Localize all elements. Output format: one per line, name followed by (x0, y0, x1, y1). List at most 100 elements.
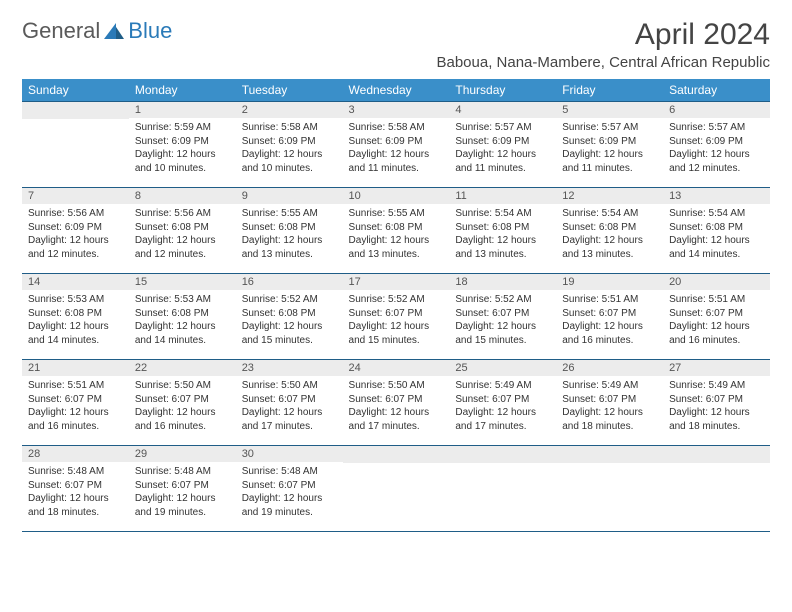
day-number: 11 (449, 187, 556, 204)
dayhead-wed: Wednesday (343, 79, 450, 101)
day-number: 30 (236, 445, 343, 462)
calendar-cell (22, 101, 129, 187)
calendar-cell (556, 445, 663, 531)
daylight-line: Daylight: 12 hours and 18 minutes. (669, 406, 764, 433)
dayhead-thu: Thursday (449, 79, 556, 101)
sunrise-line: Sunrise: 5:52 AM (242, 293, 337, 307)
sunrise-line: Sunrise: 5:51 AM (28, 379, 123, 393)
daylight-line: Daylight: 12 hours and 16 minutes. (562, 320, 657, 347)
day-details: Sunrise: 5:56 AMSunset: 6:09 PMDaylight:… (22, 204, 129, 267)
sunrise-line: Sunrise: 5:58 AM (242, 121, 337, 135)
sunset-line: Sunset: 6:09 PM (28, 221, 123, 235)
sunrise-line: Sunrise: 5:51 AM (669, 293, 764, 307)
location-subtitle: Baboua, Nana-Mambere, Central African Re… (436, 54, 770, 71)
day-details: Sunrise: 5:58 AMSunset: 6:09 PMDaylight:… (343, 118, 450, 181)
daylight-line: Daylight: 12 hours and 13 minutes. (455, 234, 550, 261)
day-details: Sunrise: 5:59 AMSunset: 6:09 PMDaylight:… (129, 118, 236, 181)
sunrise-line: Sunrise: 5:49 AM (669, 379, 764, 393)
day-number: 15 (129, 273, 236, 290)
day-number: 17 (343, 273, 450, 290)
day-number: 19 (556, 273, 663, 290)
sunset-line: Sunset: 6:08 PM (28, 307, 123, 321)
sunset-line: Sunset: 6:07 PM (455, 393, 550, 407)
sunset-line: Sunset: 6:08 PM (669, 221, 764, 235)
calendar-cell (663, 445, 770, 531)
day-details: Sunrise: 5:52 AMSunset: 6:07 PMDaylight:… (343, 290, 450, 353)
day-details: Sunrise: 5:49 AMSunset: 6:07 PMDaylight:… (663, 376, 770, 439)
calendar-cell: 26Sunrise: 5:49 AMSunset: 6:07 PMDayligh… (556, 359, 663, 445)
triangle-icon (102, 21, 126, 41)
calendar-cell: 15Sunrise: 5:53 AMSunset: 6:08 PMDayligh… (129, 273, 236, 359)
calendar-cell: 7Sunrise: 5:56 AMSunset: 6:09 PMDaylight… (22, 187, 129, 273)
day-number: 2 (236, 101, 343, 118)
sunrise-line: Sunrise: 5:54 AM (669, 207, 764, 221)
calendar-cell: 21Sunrise: 5:51 AMSunset: 6:07 PMDayligh… (22, 359, 129, 445)
daylight-line: Daylight: 12 hours and 11 minutes. (349, 148, 444, 175)
logo-text-a: General (22, 18, 100, 44)
day-number: 13 (663, 187, 770, 204)
calendar-cell: 9Sunrise: 5:55 AMSunset: 6:08 PMDaylight… (236, 187, 343, 273)
day-header-row: Sunday Monday Tuesday Wednesday Thursday… (22, 79, 770, 101)
sunrise-line: Sunrise: 5:50 AM (349, 379, 444, 393)
day-number: 4 (449, 101, 556, 118)
sunrise-line: Sunrise: 5:51 AM (562, 293, 657, 307)
daylight-line: Daylight: 12 hours and 10 minutes. (242, 148, 337, 175)
sunset-line: Sunset: 6:09 PM (562, 135, 657, 149)
daylight-line: Daylight: 12 hours and 16 minutes. (669, 320, 764, 347)
daylight-line: Daylight: 12 hours and 14 minutes. (669, 234, 764, 261)
daynum-bar-empty (663, 445, 770, 463)
daylight-line: Daylight: 12 hours and 13 minutes. (242, 234, 337, 261)
calendar-table: Sunday Monday Tuesday Wednesday Thursday… (22, 79, 770, 532)
calendar-cell: 23Sunrise: 5:50 AMSunset: 6:07 PMDayligh… (236, 359, 343, 445)
day-details: Sunrise: 5:53 AMSunset: 6:08 PMDaylight:… (129, 290, 236, 353)
day-details: Sunrise: 5:51 AMSunset: 6:07 PMDaylight:… (663, 290, 770, 353)
calendar-cell: 30Sunrise: 5:48 AMSunset: 6:07 PMDayligh… (236, 445, 343, 531)
daylight-line: Daylight: 12 hours and 17 minutes. (455, 406, 550, 433)
calendar-cell: 29Sunrise: 5:48 AMSunset: 6:07 PMDayligh… (129, 445, 236, 531)
daynum-bar-empty (556, 445, 663, 463)
day-details: Sunrise: 5:50 AMSunset: 6:07 PMDaylight:… (236, 376, 343, 439)
sunset-line: Sunset: 6:07 PM (135, 393, 230, 407)
sunset-line: Sunset: 6:07 PM (349, 393, 444, 407)
daylight-line: Daylight: 12 hours and 10 minutes. (135, 148, 230, 175)
day-details: Sunrise: 5:57 AMSunset: 6:09 PMDaylight:… (663, 118, 770, 181)
day-details: Sunrise: 5:51 AMSunset: 6:07 PMDaylight:… (22, 376, 129, 439)
week-row: 14Sunrise: 5:53 AMSunset: 6:08 PMDayligh… (22, 273, 770, 359)
daylight-line: Daylight: 12 hours and 15 minutes. (349, 320, 444, 347)
sunset-line: Sunset: 6:09 PM (669, 135, 764, 149)
day-details: Sunrise: 5:48 AMSunset: 6:07 PMDaylight:… (22, 462, 129, 525)
calendar-cell (343, 445, 450, 531)
week-row: 1Sunrise: 5:59 AMSunset: 6:09 PMDaylight… (22, 101, 770, 187)
daylight-line: Daylight: 12 hours and 15 minutes. (242, 320, 337, 347)
sunset-line: Sunset: 6:08 PM (242, 221, 337, 235)
day-number: 10 (343, 187, 450, 204)
sunrise-line: Sunrise: 5:55 AM (349, 207, 444, 221)
header: General Blue April 2024 Baboua, Nana-Mam… (22, 18, 770, 71)
day-number: 27 (663, 359, 770, 376)
dayhead-tue: Tuesday (236, 79, 343, 101)
day-details: Sunrise: 5:55 AMSunset: 6:08 PMDaylight:… (236, 204, 343, 267)
calendar-cell: 24Sunrise: 5:50 AMSunset: 6:07 PMDayligh… (343, 359, 450, 445)
sunrise-line: Sunrise: 5:57 AM (669, 121, 764, 135)
daylight-line: Daylight: 12 hours and 13 minutes. (349, 234, 444, 261)
sunset-line: Sunset: 6:09 PM (135, 135, 230, 149)
sunrise-line: Sunrise: 5:48 AM (242, 465, 337, 479)
day-number: 26 (556, 359, 663, 376)
calendar-body: 1Sunrise: 5:59 AMSunset: 6:09 PMDaylight… (22, 101, 770, 531)
day-number: 24 (343, 359, 450, 376)
sunset-line: Sunset: 6:07 PM (28, 479, 123, 493)
dayhead-sun: Sunday (22, 79, 129, 101)
sunrise-line: Sunrise: 5:52 AM (455, 293, 550, 307)
day-number: 1 (129, 101, 236, 118)
calendar-cell: 2Sunrise: 5:58 AMSunset: 6:09 PMDaylight… (236, 101, 343, 187)
day-number: 22 (129, 359, 236, 376)
day-number: 7 (22, 187, 129, 204)
day-details: Sunrise: 5:58 AMSunset: 6:09 PMDaylight:… (236, 118, 343, 181)
daynum-bar-empty (343, 445, 450, 463)
daynum-bar-empty (449, 445, 556, 463)
daylight-line: Daylight: 12 hours and 12 minutes. (28, 234, 123, 261)
sunrise-line: Sunrise: 5:57 AM (562, 121, 657, 135)
day-details: Sunrise: 5:54 AMSunset: 6:08 PMDaylight:… (663, 204, 770, 267)
logo-text-b: Blue (128, 18, 172, 44)
calendar-cell: 3Sunrise: 5:58 AMSunset: 6:09 PMDaylight… (343, 101, 450, 187)
